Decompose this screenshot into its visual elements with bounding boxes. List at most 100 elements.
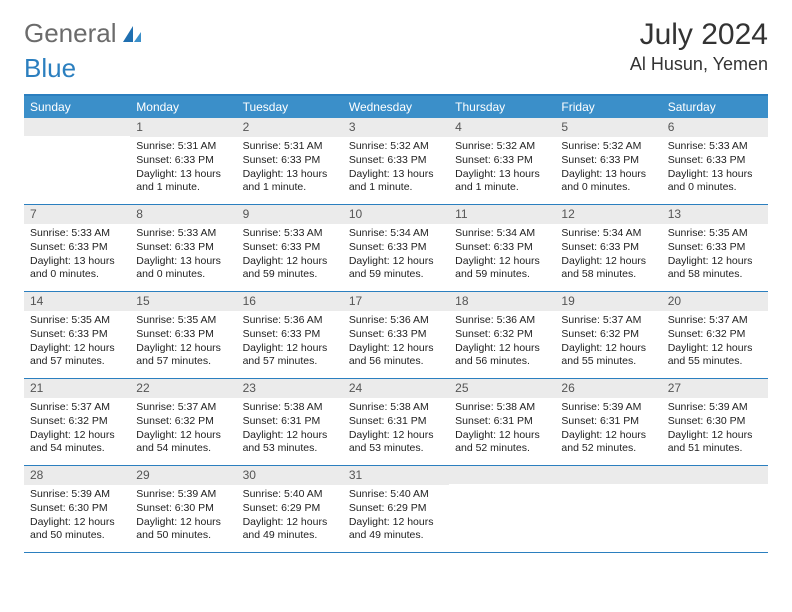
sunrise-text: Sunrise: 5:38 AM [349, 401, 443, 414]
day-number [555, 466, 661, 484]
calendar: Sunday Monday Tuesday Wednesday Thursday… [24, 94, 768, 553]
day-details: Sunrise: 5:37 AMSunset: 6:32 PMDaylight:… [24, 398, 130, 461]
day-cell: 1Sunrise: 5:31 AMSunset: 6:33 PMDaylight… [130, 118, 236, 204]
daylight-text: Daylight: 12 hours and 58 minutes. [668, 255, 762, 281]
daylight-text: Daylight: 12 hours and 50 minutes. [136, 516, 230, 542]
sunset-text: Sunset: 6:33 PM [349, 328, 443, 341]
day-details: Sunrise: 5:33 AMSunset: 6:33 PMDaylight:… [237, 224, 343, 287]
day-details: Sunrise: 5:40 AMSunset: 6:29 PMDaylight:… [237, 485, 343, 548]
day-cell: 29Sunrise: 5:39 AMSunset: 6:30 PMDayligh… [130, 466, 236, 552]
day-details: Sunrise: 5:37 AMSunset: 6:32 PMDaylight:… [555, 311, 661, 374]
sunrise-text: Sunrise: 5:31 AM [136, 140, 230, 153]
sunrise-text: Sunrise: 5:34 AM [455, 227, 549, 240]
day-cell: 30Sunrise: 5:40 AMSunset: 6:29 PMDayligh… [237, 466, 343, 552]
sunrise-text: Sunrise: 5:35 AM [668, 227, 762, 240]
sunset-text: Sunset: 6:33 PM [136, 241, 230, 254]
day-details: Sunrise: 5:32 AMSunset: 6:33 PMDaylight:… [343, 137, 449, 200]
day-details: Sunrise: 5:34 AMSunset: 6:33 PMDaylight:… [343, 224, 449, 287]
sunrise-text: Sunrise: 5:31 AM [243, 140, 337, 153]
day-number: 24 [343, 379, 449, 398]
daylight-text: Daylight: 13 hours and 1 minute. [136, 168, 230, 194]
weekday-label: Friday [555, 96, 661, 118]
sunrise-text: Sunrise: 5:36 AM [455, 314, 549, 327]
sunset-text: Sunset: 6:33 PM [455, 241, 549, 254]
sunrise-text: Sunrise: 5:33 AM [668, 140, 762, 153]
day-cell: 11Sunrise: 5:34 AMSunset: 6:33 PMDayligh… [449, 205, 555, 291]
sunset-text: Sunset: 6:32 PM [30, 415, 124, 428]
daylight-text: Daylight: 12 hours and 56 minutes. [455, 342, 549, 368]
weekday-label: Saturday [662, 96, 768, 118]
day-cell: 13Sunrise: 5:35 AMSunset: 6:33 PMDayligh… [662, 205, 768, 291]
day-cell: 6Sunrise: 5:33 AMSunset: 6:33 PMDaylight… [662, 118, 768, 204]
day-cell: 27Sunrise: 5:39 AMSunset: 6:30 PMDayligh… [662, 379, 768, 465]
daylight-text: Daylight: 13 hours and 1 minute. [455, 168, 549, 194]
daylight-text: Daylight: 13 hours and 0 minutes. [136, 255, 230, 281]
sunrise-text: Sunrise: 5:35 AM [136, 314, 230, 327]
sunset-text: Sunset: 6:33 PM [668, 154, 762, 167]
day-number: 31 [343, 466, 449, 485]
weeks-container: 1Sunrise: 5:31 AMSunset: 6:33 PMDaylight… [24, 118, 768, 553]
sunrise-text: Sunrise: 5:34 AM [349, 227, 443, 240]
day-cell: 15Sunrise: 5:35 AMSunset: 6:33 PMDayligh… [130, 292, 236, 378]
weekday-label: Sunday [24, 96, 130, 118]
day-cell: 26Sunrise: 5:39 AMSunset: 6:31 PMDayligh… [555, 379, 661, 465]
day-cell: 25Sunrise: 5:38 AMSunset: 6:31 PMDayligh… [449, 379, 555, 465]
sunrise-text: Sunrise: 5:33 AM [243, 227, 337, 240]
day-cell: 7Sunrise: 5:33 AMSunset: 6:33 PMDaylight… [24, 205, 130, 291]
daylight-text: Daylight: 13 hours and 0 minutes. [668, 168, 762, 194]
sunset-text: Sunset: 6:33 PM [455, 154, 549, 167]
daylight-text: Daylight: 12 hours and 57 minutes. [30, 342, 124, 368]
day-number: 13 [662, 205, 768, 224]
sunset-text: Sunset: 6:33 PM [561, 241, 655, 254]
day-details: Sunrise: 5:33 AMSunset: 6:33 PMDaylight:… [662, 137, 768, 200]
day-details: Sunrise: 5:35 AMSunset: 6:33 PMDaylight:… [662, 224, 768, 287]
day-number: 25 [449, 379, 555, 398]
day-details: Sunrise: 5:38 AMSunset: 6:31 PMDaylight:… [449, 398, 555, 461]
sunrise-text: Sunrise: 5:37 AM [30, 401, 124, 414]
daylight-text: Daylight: 12 hours and 52 minutes. [561, 429, 655, 455]
sail-icon [121, 24, 143, 44]
day-number: 5 [555, 118, 661, 137]
day-number [449, 466, 555, 484]
day-number: 16 [237, 292, 343, 311]
day-details: Sunrise: 5:39 AMSunset: 6:30 PMDaylight:… [662, 398, 768, 461]
sunset-text: Sunset: 6:31 PM [561, 415, 655, 428]
sunrise-text: Sunrise: 5:32 AM [455, 140, 549, 153]
day-number: 30 [237, 466, 343, 485]
sunrise-text: Sunrise: 5:39 AM [561, 401, 655, 414]
day-cell: 18Sunrise: 5:36 AMSunset: 6:32 PMDayligh… [449, 292, 555, 378]
day-details: Sunrise: 5:39 AMSunset: 6:30 PMDaylight:… [24, 485, 130, 548]
daylight-text: Daylight: 13 hours and 1 minute. [349, 168, 443, 194]
day-cell: 3Sunrise: 5:32 AMSunset: 6:33 PMDaylight… [343, 118, 449, 204]
weekday-label: Tuesday [237, 96, 343, 118]
sunset-text: Sunset: 6:29 PM [349, 502, 443, 515]
day-details: Sunrise: 5:39 AMSunset: 6:30 PMDaylight:… [130, 485, 236, 548]
weekday-label: Wednesday [343, 96, 449, 118]
sunset-text: Sunset: 6:33 PM [136, 328, 230, 341]
day-cell: 4Sunrise: 5:32 AMSunset: 6:33 PMDaylight… [449, 118, 555, 204]
day-cell [24, 118, 130, 204]
day-number: 27 [662, 379, 768, 398]
daylight-text: Daylight: 12 hours and 49 minutes. [349, 516, 443, 542]
sunset-text: Sunset: 6:32 PM [136, 415, 230, 428]
day-details: Sunrise: 5:37 AMSunset: 6:32 PMDaylight:… [130, 398, 236, 461]
day-number: 6 [662, 118, 768, 137]
day-number: 8 [130, 205, 236, 224]
day-details: Sunrise: 5:33 AMSunset: 6:33 PMDaylight:… [130, 224, 236, 287]
day-cell [449, 466, 555, 552]
sunrise-text: Sunrise: 5:34 AM [561, 227, 655, 240]
day-cell: 28Sunrise: 5:39 AMSunset: 6:30 PMDayligh… [24, 466, 130, 552]
daylight-text: Daylight: 12 hours and 59 minutes. [455, 255, 549, 281]
day-details: Sunrise: 5:32 AMSunset: 6:33 PMDaylight:… [449, 137, 555, 200]
daylight-text: Daylight: 12 hours and 50 minutes. [30, 516, 124, 542]
day-number: 28 [24, 466, 130, 485]
sunrise-text: Sunrise: 5:37 AM [561, 314, 655, 327]
sunrise-text: Sunrise: 5:32 AM [561, 140, 655, 153]
day-details: Sunrise: 5:33 AMSunset: 6:33 PMDaylight:… [24, 224, 130, 287]
day-cell: 19Sunrise: 5:37 AMSunset: 6:32 PMDayligh… [555, 292, 661, 378]
daylight-text: Daylight: 12 hours and 59 minutes. [243, 255, 337, 281]
sunset-text: Sunset: 6:32 PM [561, 328, 655, 341]
sunset-text: Sunset: 6:32 PM [668, 328, 762, 341]
day-cell: 2Sunrise: 5:31 AMSunset: 6:33 PMDaylight… [237, 118, 343, 204]
day-number: 17 [343, 292, 449, 311]
